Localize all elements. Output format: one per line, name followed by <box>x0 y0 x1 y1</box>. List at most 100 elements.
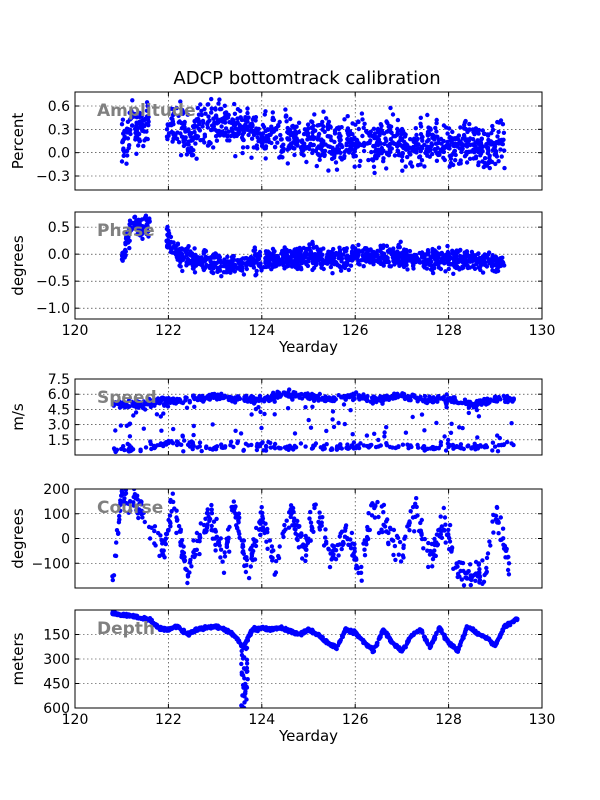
data-point <box>410 414 415 420</box>
data-point <box>334 150 339 155</box>
data-point <box>328 125 333 130</box>
data-point <box>211 519 217 524</box>
data-point <box>236 128 241 134</box>
data-point <box>310 526 315 531</box>
data-point <box>190 442 196 447</box>
data-point <box>396 152 401 158</box>
data-point <box>317 510 322 515</box>
data-point <box>333 160 339 165</box>
data-point <box>247 258 253 264</box>
data-point <box>310 150 315 156</box>
data-point <box>119 122 125 127</box>
data-point <box>418 162 423 167</box>
data-point <box>117 513 122 519</box>
data-point <box>328 264 334 270</box>
panel-annotation: Speed <box>97 388 157 408</box>
data-point <box>336 553 341 558</box>
y-tick-label: −0.3 <box>36 169 70 185</box>
data-point <box>392 391 397 396</box>
data-point <box>327 564 333 570</box>
data-point <box>306 126 311 131</box>
data-point <box>157 442 163 448</box>
data-point <box>168 121 173 127</box>
data-point <box>370 401 375 406</box>
data-point <box>422 164 427 169</box>
data-point <box>479 136 484 141</box>
data-point <box>480 159 485 164</box>
data-point <box>176 140 182 145</box>
data-point <box>166 228 171 233</box>
data-point <box>395 148 400 153</box>
data-point <box>236 639 242 645</box>
data-point <box>191 423 196 429</box>
data-point <box>478 145 484 150</box>
data-point <box>349 249 355 254</box>
data-point <box>354 564 359 569</box>
data-point <box>426 397 432 402</box>
data-point <box>252 245 257 250</box>
data-point <box>143 445 149 450</box>
data-point <box>349 443 354 448</box>
data-point <box>424 638 429 644</box>
data-point <box>390 255 395 260</box>
data-point <box>327 396 332 401</box>
data-point <box>186 129 191 134</box>
data-point <box>438 532 443 537</box>
data-point <box>426 125 431 130</box>
data-point <box>332 131 338 136</box>
data-point <box>434 253 439 258</box>
data-point <box>413 252 419 258</box>
data-point <box>356 242 361 248</box>
data-point <box>426 564 431 570</box>
data-point <box>312 112 317 117</box>
data-point <box>316 134 321 139</box>
data-point <box>303 444 308 449</box>
data-point <box>469 592 473 596</box>
y-tick-label: 0.5 <box>48 220 70 236</box>
data-point <box>281 142 286 147</box>
data-point <box>387 264 392 269</box>
data-point <box>321 543 327 548</box>
data-point <box>352 546 357 551</box>
data-point <box>191 395 196 400</box>
data-point <box>447 539 453 544</box>
data-point <box>148 441 154 447</box>
data-point <box>470 445 475 450</box>
data-point <box>434 129 439 134</box>
data-point <box>353 446 358 451</box>
data-point <box>449 421 454 426</box>
data-point <box>359 111 365 116</box>
data-point <box>449 546 455 551</box>
data-point <box>311 136 316 142</box>
data-point <box>392 153 398 158</box>
data-point <box>481 164 486 170</box>
data-point <box>460 400 465 406</box>
data-point <box>413 259 419 265</box>
data-point <box>340 144 345 150</box>
data-point <box>241 130 247 135</box>
data-point <box>306 135 312 140</box>
data-point <box>397 539 403 545</box>
data-point <box>288 503 294 508</box>
data-point <box>326 253 332 259</box>
data-point <box>233 504 238 509</box>
data-point <box>454 561 459 566</box>
data-point <box>214 534 219 539</box>
data-point <box>496 159 501 164</box>
y-tick-label: 6.0 <box>48 387 70 403</box>
data-point <box>366 511 371 516</box>
data-point <box>244 266 249 272</box>
data-point <box>369 149 374 155</box>
data-point <box>449 399 454 404</box>
data-point <box>375 253 380 258</box>
data-point <box>440 257 445 263</box>
data-point <box>213 107 218 112</box>
data-point <box>214 138 220 143</box>
data-point <box>458 568 463 574</box>
data-point <box>382 141 387 147</box>
data-point <box>350 132 355 137</box>
data-point <box>149 446 154 452</box>
data-point <box>487 155 492 161</box>
data-point <box>358 158 363 164</box>
